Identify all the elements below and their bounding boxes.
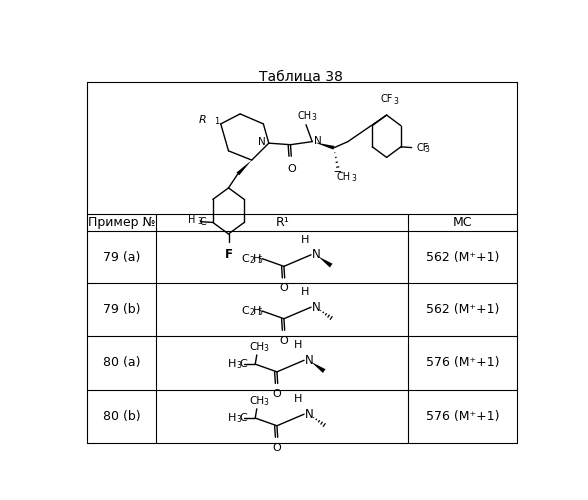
Text: H: H bbox=[253, 306, 261, 316]
Text: 3: 3 bbox=[424, 146, 429, 154]
Polygon shape bbox=[318, 256, 333, 268]
Text: N: N bbox=[314, 136, 322, 146]
Text: 3: 3 bbox=[264, 344, 269, 354]
Text: 3: 3 bbox=[312, 114, 316, 122]
Text: Пример №: Пример № bbox=[88, 216, 156, 229]
Text: 80 (b): 80 (b) bbox=[103, 410, 141, 423]
Text: 3: 3 bbox=[264, 398, 269, 407]
Text: CH: CH bbox=[249, 342, 265, 352]
Text: H: H bbox=[228, 359, 236, 369]
Polygon shape bbox=[311, 362, 326, 373]
Text: 3: 3 bbox=[197, 217, 202, 226]
Text: 3: 3 bbox=[351, 174, 356, 183]
Text: O: O bbox=[287, 164, 296, 174]
Text: N: N bbox=[305, 354, 313, 367]
Text: 3: 3 bbox=[393, 97, 399, 106]
Text: CF: CF bbox=[380, 94, 393, 104]
Text: H: H bbox=[293, 340, 302, 350]
Text: 5: 5 bbox=[258, 308, 262, 317]
Text: 79 (a): 79 (a) bbox=[103, 250, 141, 264]
Text: O: O bbox=[273, 389, 281, 399]
Text: C: C bbox=[240, 359, 248, 369]
Text: C: C bbox=[241, 254, 249, 264]
Text: 3: 3 bbox=[236, 415, 241, 424]
Text: N: N bbox=[312, 300, 320, 314]
Text: F: F bbox=[225, 248, 232, 261]
Text: 562 (M⁺+1): 562 (M⁺+1) bbox=[426, 303, 499, 316]
Text: CH: CH bbox=[298, 111, 312, 121]
Text: H: H bbox=[228, 413, 236, 423]
Text: O: O bbox=[273, 442, 281, 452]
Text: 3: 3 bbox=[236, 361, 241, 370]
Text: C: C bbox=[241, 306, 249, 316]
Text: C: C bbox=[199, 216, 206, 226]
Text: 79 (b): 79 (b) bbox=[103, 303, 141, 316]
Text: H: H bbox=[188, 215, 196, 225]
Text: 576 (M⁺+1): 576 (M⁺+1) bbox=[426, 410, 499, 423]
Text: Таблица 38: Таблица 38 bbox=[259, 70, 343, 84]
Text: 562 (M⁺+1): 562 (M⁺+1) bbox=[426, 250, 499, 264]
Text: O: O bbox=[279, 284, 288, 294]
Text: 5: 5 bbox=[258, 256, 262, 264]
Text: CF: CF bbox=[416, 144, 429, 154]
Text: CH: CH bbox=[249, 396, 265, 406]
Polygon shape bbox=[236, 160, 252, 176]
Text: R¹: R¹ bbox=[276, 216, 289, 229]
Text: C: C bbox=[240, 413, 248, 423]
Text: 576 (M⁺+1): 576 (M⁺+1) bbox=[426, 356, 499, 369]
Text: O: O bbox=[279, 336, 288, 345]
Text: 80 (a): 80 (a) bbox=[103, 356, 141, 369]
Polygon shape bbox=[315, 142, 335, 150]
Text: H: H bbox=[300, 235, 309, 245]
Text: N: N bbox=[312, 248, 320, 262]
Text: МС: МС bbox=[453, 216, 472, 229]
Text: H: H bbox=[300, 287, 309, 297]
Text: R: R bbox=[199, 115, 207, 125]
Text: H: H bbox=[293, 394, 302, 404]
Text: 1: 1 bbox=[214, 117, 219, 126]
Text: CH: CH bbox=[337, 172, 351, 182]
Text: H: H bbox=[253, 254, 261, 264]
Text: N: N bbox=[305, 408, 313, 420]
Text: N: N bbox=[258, 136, 266, 146]
Text: 2: 2 bbox=[249, 308, 254, 317]
Text: 2: 2 bbox=[249, 256, 254, 264]
